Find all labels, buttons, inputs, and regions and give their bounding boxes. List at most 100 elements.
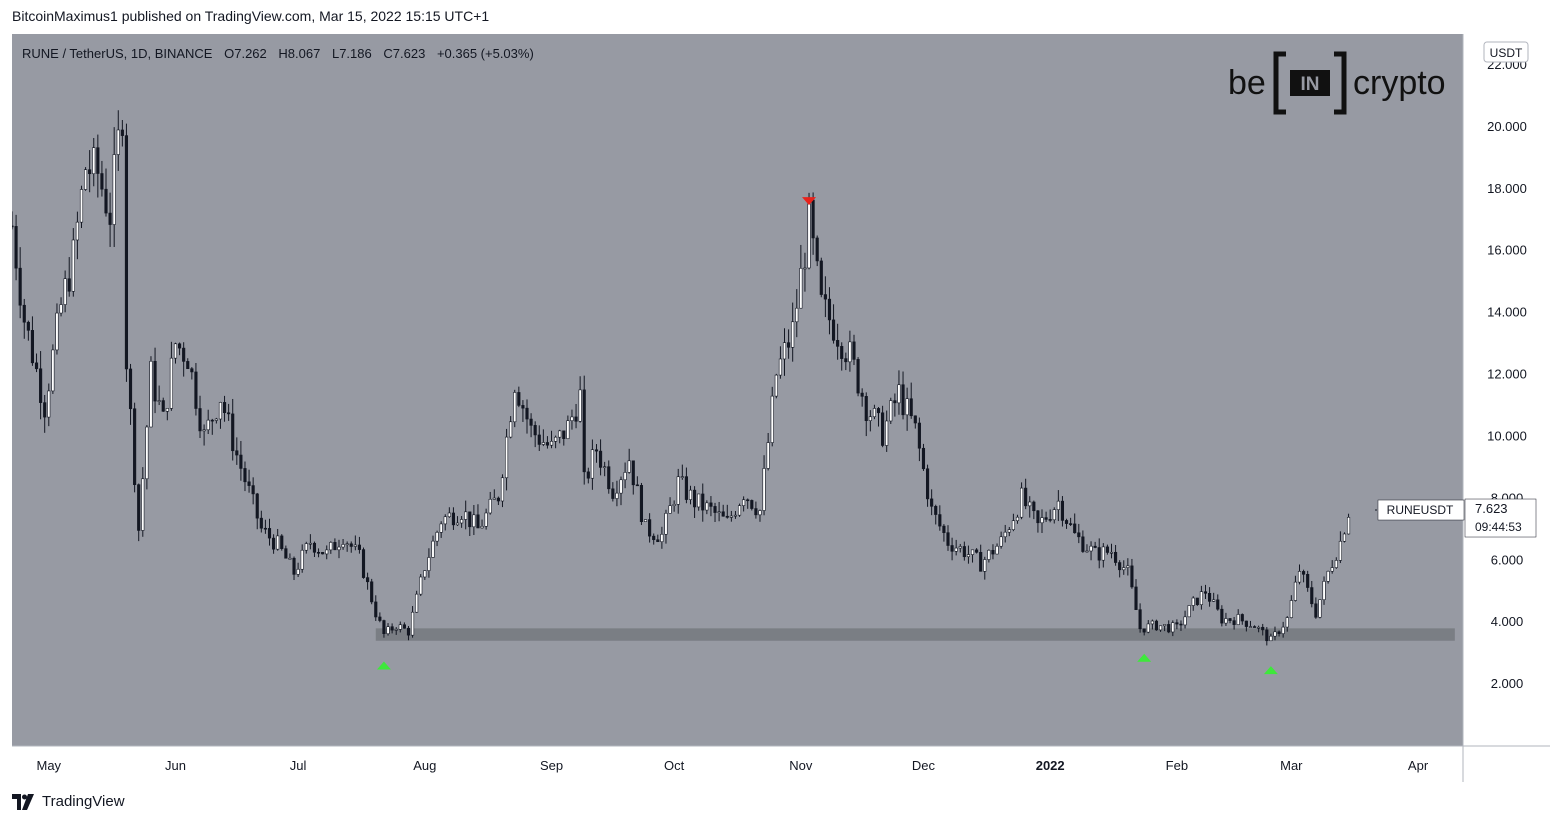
candle-body	[558, 430, 562, 438]
candle-body	[950, 545, 954, 552]
candle-body	[1338, 540, 1342, 561]
candlestick-chart[interactable]: 2.0004.0006.0008.00010.00012.00014.00016…	[12, 34, 1550, 782]
swing-low-marker	[1137, 653, 1152, 662]
candle-body	[361, 549, 366, 578]
candle-body	[316, 551, 321, 554]
candle-body	[366, 577, 370, 583]
time-tick-label: Feb	[1166, 758, 1188, 773]
candle-body	[893, 400, 897, 404]
candle-body	[1265, 629, 1269, 642]
candle-body	[75, 221, 79, 241]
candle-body	[942, 525, 946, 533]
candle-body	[267, 528, 272, 539]
candle-body	[954, 547, 958, 552]
candle-body	[1024, 487, 1028, 507]
candle-body	[594, 449, 599, 452]
candle-body	[235, 450, 239, 456]
candle-body	[210, 419, 214, 422]
candle-body	[1048, 519, 1052, 521]
candle-body	[815, 237, 819, 262]
candle-body	[1269, 635, 1273, 642]
candle-body	[263, 527, 267, 530]
candle-body	[178, 343, 182, 349]
price-tick-label: 10.000	[1487, 428, 1527, 443]
candle-body	[1040, 517, 1044, 524]
candle-body	[525, 407, 529, 420]
candle-body	[329, 542, 333, 551]
candle-body	[47, 390, 51, 418]
candle-body	[1228, 618, 1232, 621]
candle-body	[827, 298, 832, 321]
candle-body	[693, 489, 697, 508]
candle-body	[1326, 570, 1330, 582]
candle-body	[1297, 571, 1302, 583]
candle-body	[897, 384, 901, 404]
price-tick-label: 18.000	[1487, 181, 1527, 196]
candle-body	[325, 549, 329, 555]
candle-body	[1330, 567, 1334, 572]
candles-group	[12, 110, 1351, 646]
swing-high-marker	[802, 197, 817, 206]
candle-body	[496, 497, 500, 502]
candle-body	[1183, 616, 1187, 626]
candle-body	[96, 147, 100, 174]
candle-body	[782, 342, 787, 360]
candle-body	[386, 626, 390, 634]
candle-body	[537, 434, 541, 445]
candle-body	[803, 267, 807, 270]
candle-body	[533, 425, 537, 436]
candle-body	[1236, 614, 1240, 625]
candle-body	[934, 506, 938, 515]
candle-body	[1199, 591, 1203, 605]
candle-body	[128, 368, 133, 410]
candle-body	[987, 549, 991, 560]
candle-body	[570, 416, 574, 421]
candle-body	[472, 514, 476, 528]
candle-body	[1052, 509, 1056, 521]
candle-body	[725, 515, 729, 518]
candle-body	[153, 360, 157, 402]
ohlc-legend: RUNE / TetherUS, 1D, BINANCE O7.262 H8.0…	[22, 46, 534, 61]
candle-body	[12, 225, 14, 228]
logo-text-right: crypto	[1353, 64, 1446, 102]
candle-body	[562, 430, 566, 439]
candle-body	[1277, 631, 1281, 634]
candle-body	[643, 519, 648, 522]
tradingview-footer[interactable]: TradingView	[12, 793, 125, 810]
candle-body	[447, 512, 451, 518]
swing-low-marker	[376, 661, 391, 670]
candle-body	[145, 426, 149, 480]
time-axis-area[interactable]	[12, 746, 1550, 782]
candle-body	[733, 514, 738, 517]
currency-badge-label: USDT	[1490, 46, 1523, 60]
candle-body	[1208, 593, 1212, 602]
candle-body	[1346, 516, 1351, 535]
candle-body	[582, 389, 586, 473]
candle-body	[165, 408, 169, 412]
price-axis-area[interactable]	[1463, 34, 1550, 746]
candle-body	[639, 485, 644, 522]
candle-body	[357, 544, 361, 550]
plot-area[interactable]	[12, 34, 1463, 746]
candle-body	[1285, 617, 1289, 628]
candle-body	[607, 466, 611, 490]
candle-body	[668, 505, 672, 514]
candle-body	[243, 468, 247, 483]
candle-body	[991, 549, 995, 555]
publisher-caption: BitcoinMaximus1 published on TradingView…	[12, 8, 490, 24]
candle-body	[276, 535, 280, 550]
candle-body	[34, 362, 39, 370]
candle-body	[484, 512, 488, 527]
time-tick-label: Jun	[165, 758, 186, 773]
candle-body	[427, 557, 431, 571]
time-tick-label: Dec	[912, 758, 936, 773]
candle-body	[664, 512, 668, 535]
candle-body	[1171, 622, 1175, 633]
candle-body	[333, 542, 337, 551]
candle-body	[917, 422, 921, 449]
candle-body	[709, 502, 713, 507]
currency-badge[interactable]	[1483, 41, 1529, 63]
price-tag-countdown: 09:44:53	[1475, 520, 1522, 534]
candle-body	[750, 500, 754, 509]
candle-body	[860, 392, 864, 397]
